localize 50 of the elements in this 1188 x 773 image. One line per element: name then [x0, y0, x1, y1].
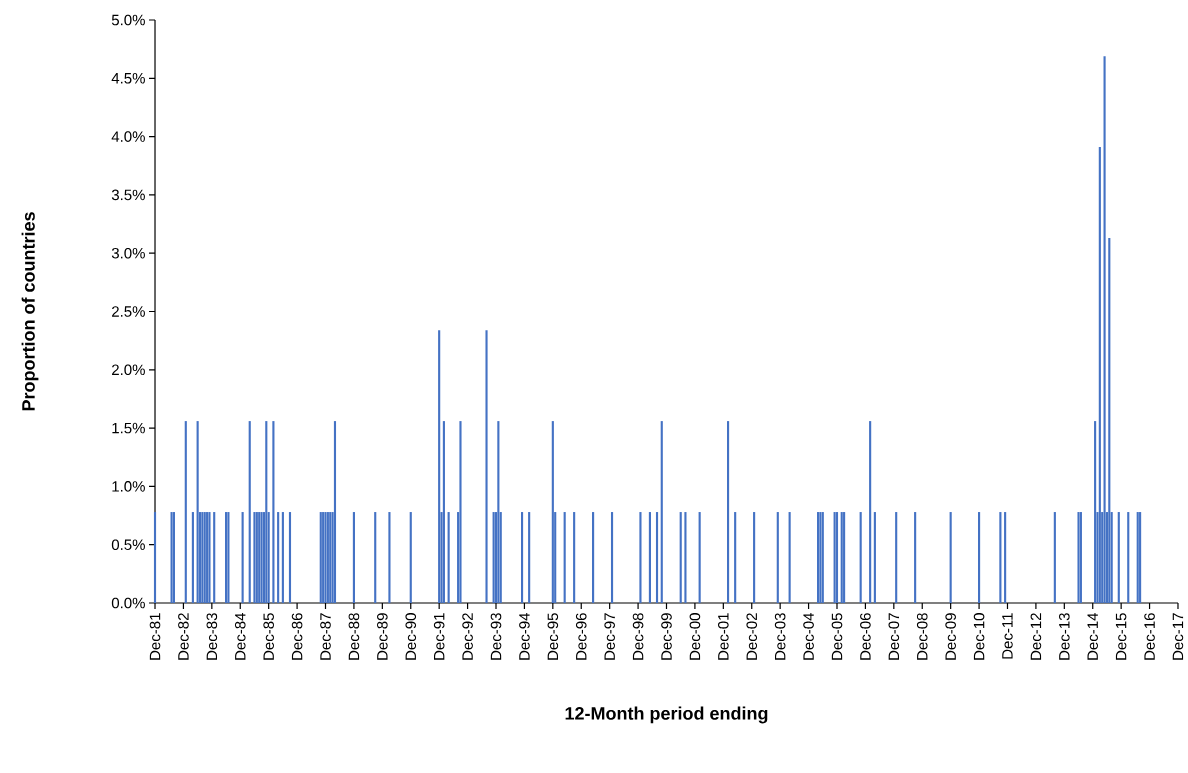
y-tick-label: 4.5% [111, 73, 145, 84]
y-tick-label: 1.5% [112, 422, 145, 434]
x-tick-label: Dec-15 [1115, 613, 1127, 660]
x-tick-label: Dec-89 [377, 613, 388, 660]
y-tick-label: 2.0% [112, 364, 145, 376]
x-tick-label: Dec-88 [348, 613, 360, 660]
y-axis-title: Proportion of countries [21, 212, 39, 411]
x-tick-label: Dec-09 [945, 613, 956, 660]
y-tick-label: 4.0% [111, 131, 145, 142]
x-tick-label: Dec-13 [1059, 613, 1070, 660]
x-tick-label: Dec-97 [604, 613, 615, 660]
x-tick-label: Dec-85 [263, 613, 274, 660]
x-tick-label: Dec-94 [519, 612, 530, 660]
x-tick-label: Dec-06 [860, 613, 871, 660]
x-tick-label: Dec-12 [1030, 613, 1042, 660]
y-tick-label: 5.0% [111, 14, 145, 26]
x-tick-label: Dec-07 [888, 613, 900, 660]
x-tick-label: Dec-99 [661, 613, 672, 660]
x-tick-label: Dec-10 [973, 613, 985, 660]
y-tick-label: 2.5% [112, 306, 145, 317]
x-tick-label: Dec-08 [916, 613, 928, 660]
x-tick-label: Dec-04 [803, 612, 814, 660]
x-tick-label: Dec-02 [746, 613, 758, 660]
x-tick-label: Dec-17 [1172, 613, 1184, 660]
x-tick-label: Dec-00 [689, 613, 701, 660]
x-tick-label: Dec-90 [405, 613, 417, 660]
x-tick-label: Dec-16 [1144, 613, 1155, 660]
x-tick-label: Dec-82 [178, 613, 189, 660]
y-tick-label: 3.5% [111, 189, 145, 201]
x-tick-label: Dec-86 [291, 613, 303, 660]
x-tick-label: Dec-11 [1002, 613, 1013, 659]
x-tick-label: Dec-92 [462, 613, 473, 660]
x-tick-label: Dec-93 [490, 613, 502, 660]
x-tick-label: Dec-03 [774, 613, 786, 660]
y-tick-label: 0.0% [111, 597, 145, 609]
x-tick-label: Dec-01 [718, 613, 729, 660]
x-tick-label: Dec-96 [575, 613, 587, 660]
y-tick-label: 3.0% [111, 247, 145, 259]
x-tick-label: Dec-05 [831, 613, 843, 660]
x-tick-label: Dec-81 [149, 613, 161, 660]
y-tick-label: 0.5% [111, 539, 145, 550]
x-axis-title: 12-Month period ending [565, 706, 768, 724]
y-tick-label: 1.0% [112, 481, 145, 492]
x-tick-label: Dec-84 [234, 612, 246, 660]
x-tick-label: Dec-98 [632, 613, 644, 660]
x-tick-label: Dec-14 [1087, 612, 1098, 660]
x-tick-label: Dec-91 [433, 613, 445, 660]
x-tick-label: Dec-83 [206, 613, 218, 660]
x-tick-label: Dec-87 [320, 613, 331, 660]
x-tick-label: Dec-95 [547, 613, 559, 660]
